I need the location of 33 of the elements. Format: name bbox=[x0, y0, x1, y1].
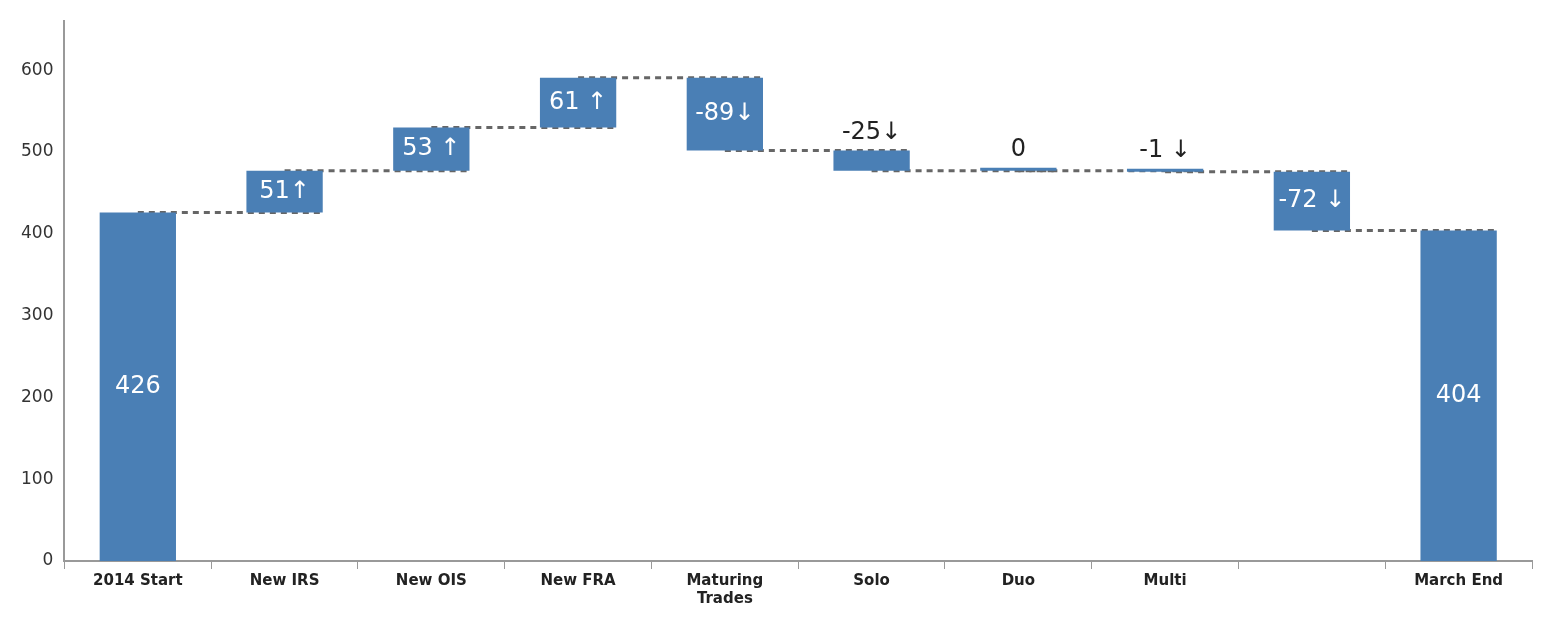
x-tick-label: Maturing Trades bbox=[686, 570, 764, 607]
bar bbox=[686, 77, 763, 151]
y-tick-label: 300 bbox=[20, 304, 54, 325]
bar bbox=[1273, 171, 1351, 231]
y-tick-label: 0 bbox=[42, 549, 54, 570]
x-tick-label: New IRS bbox=[249, 570, 320, 589]
data-label: 61 ↑ bbox=[548, 86, 608, 115]
data-label: 51↑ bbox=[259, 175, 310, 204]
x-tick-label: Duo bbox=[1001, 570, 1036, 589]
bar bbox=[1420, 230, 1497, 561]
bar bbox=[246, 170, 323, 213]
x-tick-label: March End bbox=[1414, 570, 1504, 589]
x-tick-label: 2014 Start bbox=[93, 570, 183, 589]
x-tick-label: New FRA bbox=[540, 570, 617, 589]
y-tick-label: 600 bbox=[20, 58, 54, 79]
x-tick-label: New OIS bbox=[395, 570, 467, 589]
x-tick-label: Multi bbox=[1143, 570, 1187, 589]
data-label: 426 bbox=[114, 371, 161, 400]
bar bbox=[539, 77, 617, 128]
bar bbox=[833, 150, 910, 171]
data-label: -89↓ bbox=[695, 98, 755, 127]
data-label: 404 bbox=[1435, 380, 1482, 409]
bar bbox=[99, 212, 176, 561]
data-label: -25↓ bbox=[841, 116, 902, 145]
data-label: -1 ↓ bbox=[1139, 134, 1191, 163]
x-tick-label: Solo bbox=[853, 570, 890, 589]
y-tick-label: 400 bbox=[20, 222, 54, 243]
data-label: -72 ↓ bbox=[1278, 185, 1346, 214]
y-tick-label: 200 bbox=[20, 385, 54, 406]
data-label: 53 ↑ bbox=[402, 133, 461, 162]
y-tick-label: 500 bbox=[20, 140, 54, 161]
y-tick-label: 100 bbox=[20, 467, 54, 488]
data-label: 0 bbox=[1010, 134, 1026, 163]
